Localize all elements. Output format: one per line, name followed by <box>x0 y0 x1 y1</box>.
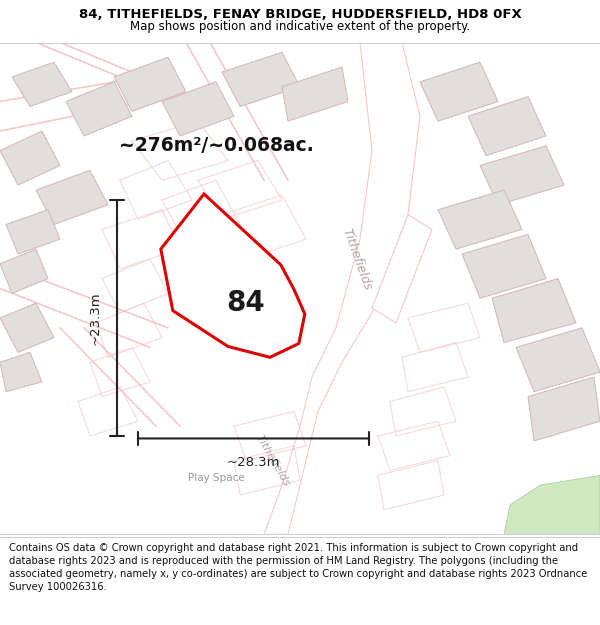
Text: ~276m²/~0.068ac.: ~276m²/~0.068ac. <box>119 136 313 155</box>
Polygon shape <box>420 62 498 121</box>
Polygon shape <box>516 328 600 392</box>
Polygon shape <box>468 97 546 156</box>
Polygon shape <box>438 190 522 249</box>
Text: Tithefields: Tithefields <box>340 226 374 292</box>
Text: Contains OS data © Crown copyright and database right 2021. This information is : Contains OS data © Crown copyright and d… <box>9 543 587 592</box>
Polygon shape <box>480 146 564 205</box>
Polygon shape <box>0 131 60 185</box>
Text: Tithefields: Tithefields <box>254 433 292 488</box>
Polygon shape <box>492 279 576 342</box>
Polygon shape <box>504 476 600 534</box>
Polygon shape <box>114 58 186 111</box>
Polygon shape <box>0 249 48 293</box>
Polygon shape <box>12 62 72 106</box>
Text: Play Space: Play Space <box>188 472 244 482</box>
Polygon shape <box>528 377 600 441</box>
Polygon shape <box>264 42 420 534</box>
Text: ~23.3m: ~23.3m <box>89 291 102 345</box>
Polygon shape <box>0 303 54 352</box>
Text: 84: 84 <box>227 289 265 318</box>
Text: Map shows position and indicative extent of the property.: Map shows position and indicative extent… <box>130 20 470 33</box>
Polygon shape <box>0 352 42 392</box>
Polygon shape <box>161 194 305 358</box>
Polygon shape <box>6 210 60 254</box>
Polygon shape <box>462 234 546 298</box>
Polygon shape <box>66 82 132 136</box>
Text: 84, TITHEFIELDS, FENAY BRIDGE, HUDDERSFIELD, HD8 0FX: 84, TITHEFIELDS, FENAY BRIDGE, HUDDERSFI… <box>79 9 521 21</box>
Polygon shape <box>372 214 432 323</box>
Polygon shape <box>36 171 108 224</box>
Polygon shape <box>222 52 300 106</box>
Polygon shape <box>282 67 348 121</box>
Polygon shape <box>162 82 234 136</box>
Text: ~28.3m: ~28.3m <box>227 456 280 469</box>
